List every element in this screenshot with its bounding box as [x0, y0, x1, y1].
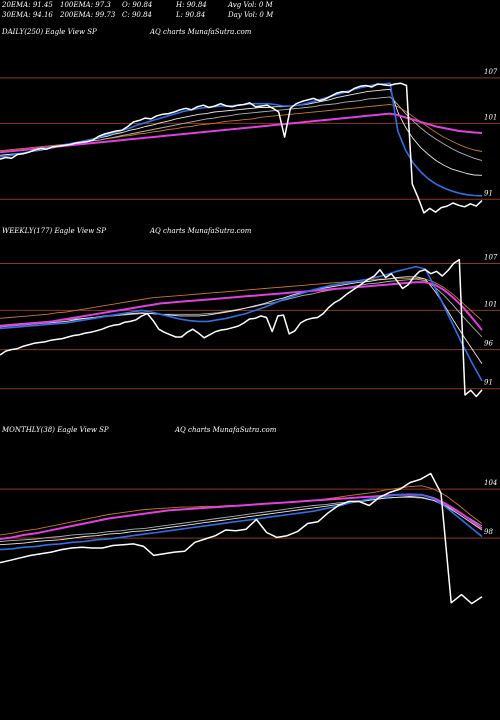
weekly-ema200-line: [0, 281, 483, 331]
stat-30ema: 30EMA: 94.16: [2, 11, 53, 19]
stat-high: H: 90.84: [176, 1, 207, 9]
daily-y-tick-label: 107: [484, 68, 498, 76]
daily-y-tick-label: 91: [484, 189, 493, 197]
stat-100ema: 100EMA: 97.3: [60, 1, 111, 9]
monthly-y-tick-label: 98: [484, 528, 493, 536]
stat-low: L: 90.84: [176, 11, 206, 19]
stat-200ema: 200EMA: 99.73: [60, 11, 116, 19]
weekly-ema100-line: [0, 277, 483, 321]
monthly-ema50-line: [0, 496, 483, 542]
stat-close: C: 90.84: [122, 11, 152, 19]
monthly-ema200-line: [0, 493, 483, 540]
weekly-ema20-line: [0, 265, 483, 382]
daily-panel-title: DAILY(250) Eagle View SP: [2, 28, 97, 36]
daily-ema200-line: [0, 112, 483, 154]
daily-y-tick-label: 101: [484, 113, 497, 121]
weekly-y-tick-label: 91: [484, 379, 493, 387]
daily-price-line: [0, 82, 483, 214]
weekly-watermark: AQ charts MunafaSutra.com: [150, 227, 252, 235]
monthly-ema100-line: [0, 485, 483, 536]
monthly-ema30-line: [0, 496, 483, 546]
monthly-panel-title: MONTHLY(38) Eagle View SP: [2, 426, 109, 434]
weekly-ema30-line: [0, 276, 483, 364]
weekly-panel-title: WEEKLY(177) Eagle View SP: [2, 227, 106, 235]
daily-watermark: AQ charts MunafaSutra.com: [150, 28, 252, 36]
monthly-watermark: AQ charts MunafaSutra.com: [175, 426, 277, 434]
monthly-price-line: [0, 472, 483, 605]
weekly-ema50-line: [0, 278, 483, 338]
stat-day-vol: Day Vol: 0 M: [228, 11, 274, 19]
weekly-y-tick-label: 107: [484, 253, 498, 261]
stat-20ema: 20EMA: 91.45: [2, 1, 53, 9]
weekly-price-line: [0, 258, 483, 398]
monthly-y-tick-label: 104: [484, 479, 497, 487]
weekly-y-tick-label: 101: [484, 300, 497, 308]
stat-avg-vol: Avg Vol: 0 M: [228, 1, 273, 9]
monthly-ema20-line: [0, 493, 483, 551]
weekly-y-tick-label: 96: [484, 340, 493, 348]
stat-open: O: 90.84: [122, 1, 153, 9]
